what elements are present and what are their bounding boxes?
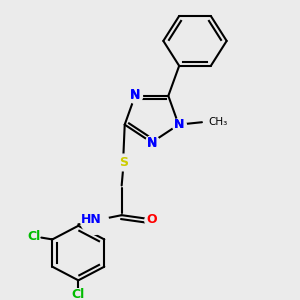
Text: Cl: Cl — [72, 288, 85, 300]
Text: S: S — [119, 156, 128, 169]
Text: N: N — [146, 137, 157, 150]
Text: Cl: Cl — [27, 230, 40, 244]
Text: CH₃: CH₃ — [208, 117, 228, 127]
Text: HN: HN — [81, 213, 102, 226]
Text: N: N — [130, 88, 140, 101]
Text: N: N — [130, 89, 140, 102]
Text: N: N — [173, 118, 184, 131]
Text: O: O — [146, 213, 157, 226]
Text: N: N — [173, 118, 184, 131]
Text: N: N — [146, 136, 157, 149]
